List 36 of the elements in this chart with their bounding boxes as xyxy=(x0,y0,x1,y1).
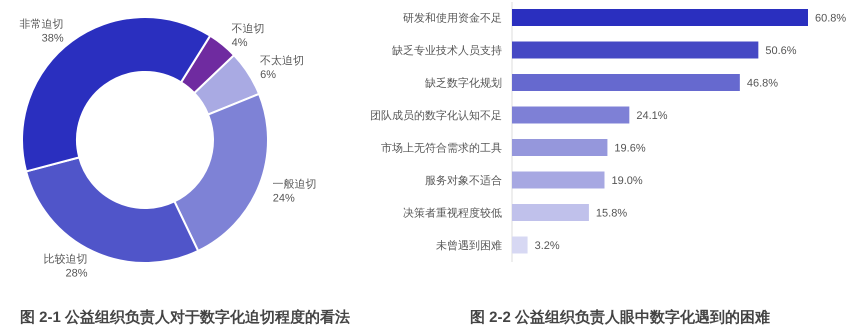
data-label: 46.8% xyxy=(746,78,778,90)
data-label: 24.1% xyxy=(636,110,668,122)
data-label: 19.0% xyxy=(612,175,643,187)
data-label: 38% xyxy=(42,32,64,45)
data-label: 28% xyxy=(66,267,88,280)
y-tick-label: 服务对象不适合 xyxy=(425,174,502,187)
bar xyxy=(512,106,630,124)
slice-label: 比较迫切 xyxy=(44,252,88,266)
bar xyxy=(512,9,808,26)
bar xyxy=(512,42,758,58)
y-tick-label: 缺乏数字化规划 xyxy=(425,76,502,90)
bar xyxy=(512,204,589,221)
data-label: 50.6% xyxy=(765,45,797,57)
y-tick-label: 决策者重视程度较低 xyxy=(403,206,502,220)
data-label: 3.2% xyxy=(534,240,560,252)
bar xyxy=(512,74,740,91)
data-label: 24% xyxy=(272,192,295,205)
bar xyxy=(512,172,604,188)
y-tick-label: 缺乏专业技术人员支持 xyxy=(392,44,502,57)
y-tick-label: 市场上无符合需求的工具 xyxy=(381,142,502,154)
y-tick-label: 研发和使用资金不足 xyxy=(403,12,502,24)
data-label: 15.8% xyxy=(596,208,628,220)
data-label: 4% xyxy=(232,36,248,49)
text: 图 2-2 公益组织负责人眼中数字化遇到的困难 xyxy=(470,308,770,326)
data-label: 60.8% xyxy=(815,12,846,24)
y-tick-label: 未曾遇到困难 xyxy=(436,239,502,252)
data-label: 19.6% xyxy=(614,142,646,154)
slice-label: 非常迫切 xyxy=(20,18,64,31)
y-tick-label: 团队成员的数字化认知不足 xyxy=(370,109,502,122)
slice-label: 不迫切 xyxy=(232,22,265,35)
slice-label: 一般迫切 xyxy=(272,178,317,191)
text: 图 2-1 公益组织负责人对于数字化迫切程度的看法 xyxy=(20,308,350,326)
bar xyxy=(512,236,528,254)
data-label: 6% xyxy=(260,68,276,81)
slice-label: 不太迫切 xyxy=(260,54,304,67)
bar xyxy=(512,139,608,156)
